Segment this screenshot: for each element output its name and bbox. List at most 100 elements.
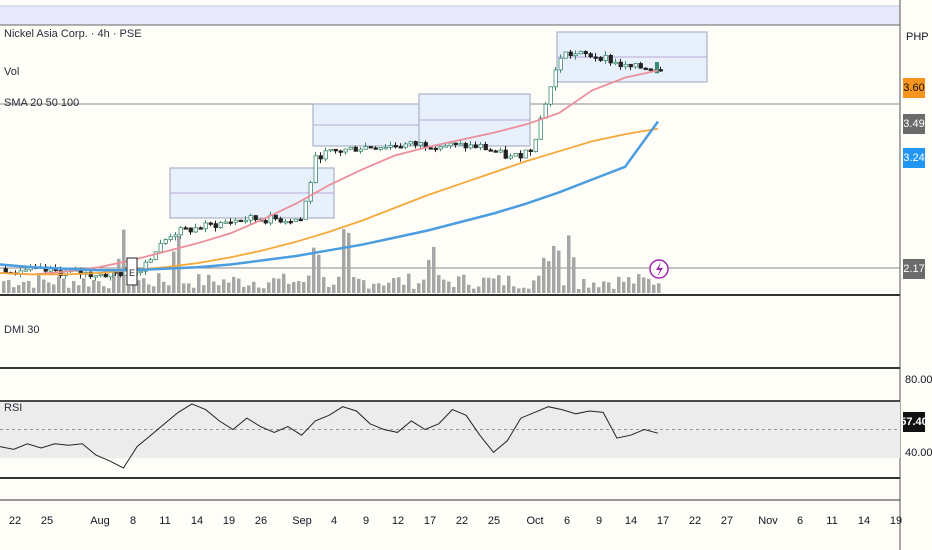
volume-bar (657, 283, 661, 293)
x-tick-label: 9 (595, 515, 603, 527)
candle-body (373, 147, 378, 150)
candle-body (648, 68, 653, 71)
volume-bar (17, 285, 21, 293)
candle-body (348, 146, 353, 150)
volume-bar (537, 275, 541, 293)
candle-body (643, 67, 648, 71)
volume-bar (207, 274, 211, 293)
x-tick-label: 14 (190, 515, 204, 527)
candle-body (498, 149, 503, 153)
volume-bar (72, 281, 76, 293)
volume-bar (327, 286, 331, 293)
candle-body (393, 145, 398, 148)
candle-body (238, 219, 243, 223)
candle-body (548, 86, 553, 105)
candle-body (413, 141, 418, 146)
volume-bar (322, 277, 326, 293)
candle-body (93, 275, 98, 278)
candle-body (543, 103, 548, 119)
volume-bar (497, 275, 501, 293)
candle-body (523, 149, 528, 159)
x-tick-label: 22 (688, 515, 702, 527)
candle-body (558, 57, 563, 71)
volume-bar (652, 284, 656, 293)
volume-bar (332, 284, 336, 293)
candle-body (318, 155, 323, 160)
volume-bar (182, 283, 186, 293)
candle-body (598, 57, 603, 61)
volume-bar (362, 280, 366, 293)
rsi-line (0, 403, 659, 469)
candle-body (298, 218, 303, 222)
candle-body (253, 215, 258, 221)
x-tick-label: 6 (563, 515, 571, 527)
volume-bar (267, 282, 271, 293)
x-tick-label: 9 (362, 515, 370, 527)
candle-body (448, 142, 453, 147)
candle-body (338, 150, 343, 153)
candle-body (513, 153, 518, 157)
volume-bar (597, 287, 601, 293)
earnings-marker-label: E (129, 268, 135, 278)
candle-body (658, 69, 663, 72)
candle-body (483, 143, 488, 151)
candle-body (193, 227, 198, 233)
candle-body (148, 259, 153, 263)
volume-bar (517, 288, 521, 293)
candle-body (263, 220, 268, 224)
volume-bar (97, 281, 101, 293)
candle-body (353, 146, 358, 152)
x-tick-label: 19 (889, 515, 903, 527)
volume-bar (437, 275, 441, 293)
volume-bar (482, 277, 486, 293)
x-tick-label: Sep (292, 515, 312, 527)
volume-bar (632, 283, 636, 293)
x-tick-label: 22 (8, 515, 22, 527)
x-tick-label: 22 (455, 515, 469, 527)
volume-bar (2, 281, 6, 293)
volume-bar (302, 281, 306, 293)
candle-body (378, 147, 383, 150)
sma-legend: SMA 20 50 100 (4, 97, 80, 109)
volume-bar (377, 283, 381, 293)
candle-body (533, 138, 538, 152)
volume-bar (92, 280, 96, 293)
candle-body (243, 219, 248, 223)
sma20-badge: 3.60 (903, 78, 925, 98)
candle-body (323, 150, 328, 160)
candle-body (188, 227, 193, 233)
volume-bar (397, 277, 401, 293)
volume-bar (422, 279, 426, 293)
candle-body (368, 146, 373, 149)
rsi-legend: RSI (4, 402, 23, 414)
volume-bar (177, 235, 181, 293)
rsi-upper-label: 80.00 (905, 374, 932, 386)
candle-body (98, 273, 103, 277)
volume-bar (607, 282, 611, 293)
candle-body (3, 268, 8, 273)
volume-bar (462, 274, 466, 293)
volume-bar (247, 285, 251, 293)
sma50-line (0, 127, 659, 276)
candle-body (153, 251, 158, 261)
candle-body (173, 234, 178, 238)
candle-body (563, 51, 568, 59)
candle-body (623, 63, 628, 68)
volume-bar (22, 281, 26, 293)
volume-bar (412, 288, 416, 293)
volume-bar (102, 286, 106, 293)
volume-badge: 2.17 (903, 259, 925, 279)
candle-body (428, 147, 433, 150)
volume-bar (432, 247, 436, 293)
candle-body (433, 147, 438, 151)
candle-body (473, 144, 478, 149)
volume-bar (467, 284, 471, 293)
candle-body (388, 145, 393, 148)
candle-body (603, 54, 608, 61)
volume-bar (357, 278, 361, 293)
currency-label: PHP (906, 31, 929, 43)
volume-bar (52, 284, 56, 293)
candle-body (183, 227, 188, 230)
candle-body (163, 239, 168, 244)
